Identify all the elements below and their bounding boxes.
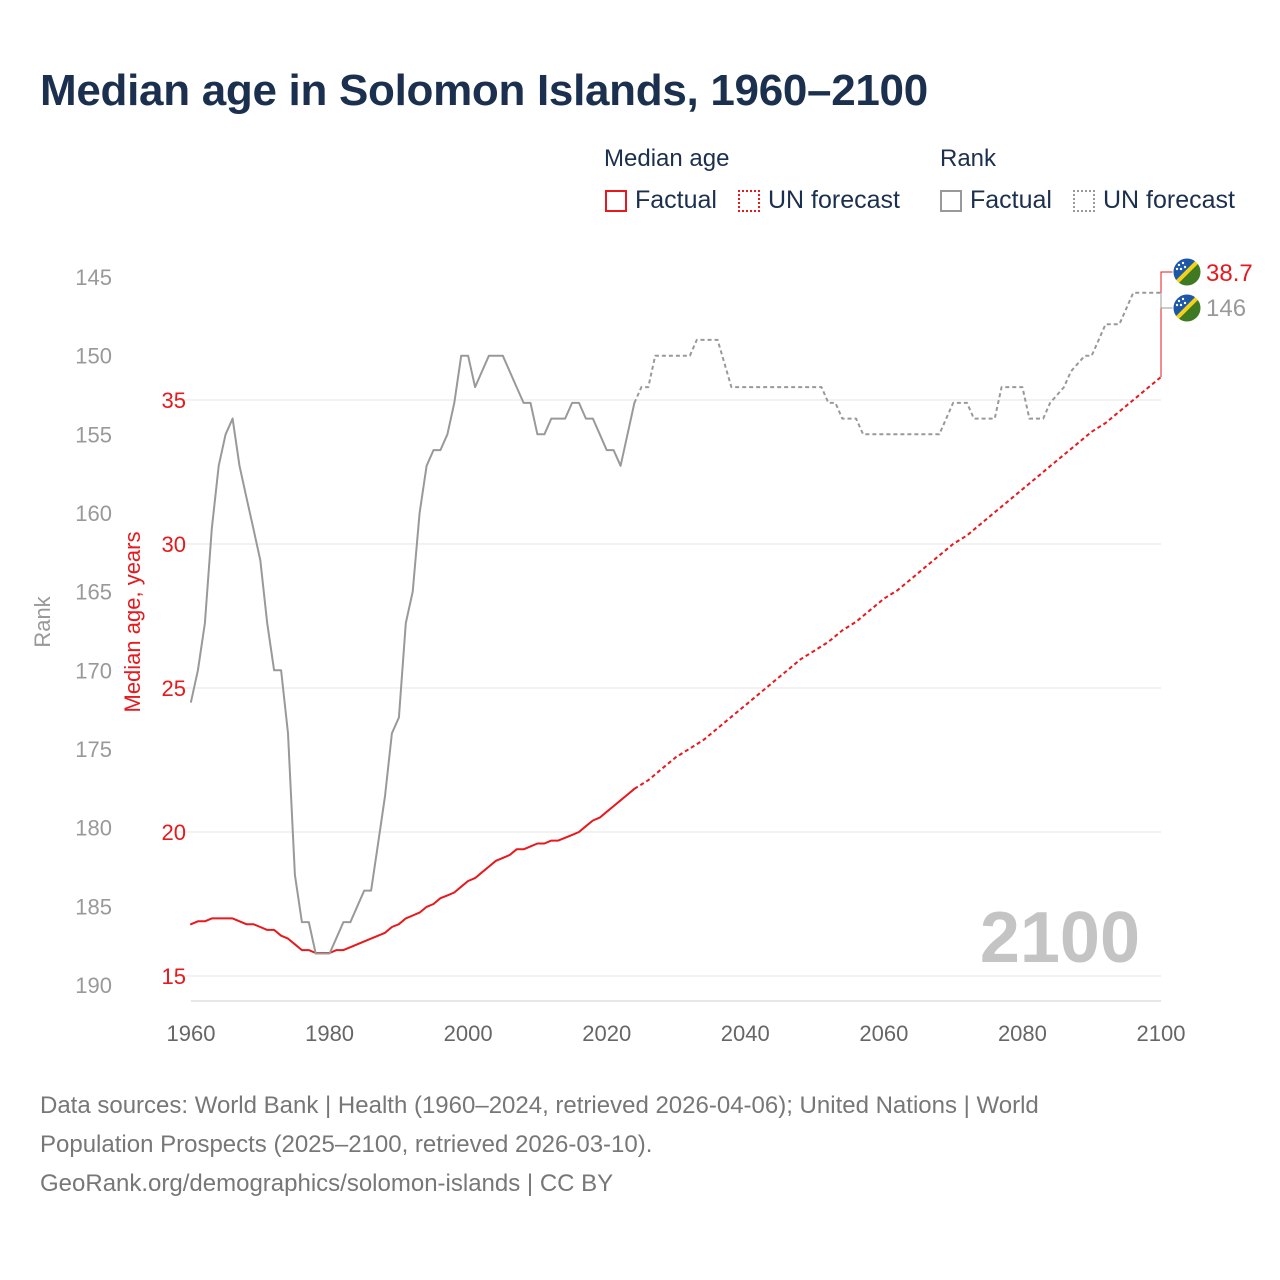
legend-swatch-rank-factual	[940, 189, 962, 212]
x-tick-label: 2060	[859, 1021, 908, 1046]
chart-area: 15 20 25 30 35 145 150 155 160 165 170 175 180 185 190…	[30, 257, 1253, 1046]
rank-tick-label: 170	[75, 658, 112, 683]
legend-swatch-rank-forecast	[1073, 189, 1095, 212]
x-tick-label: 2100	[1137, 1021, 1186, 1046]
legend-label-median-factual: Factual	[635, 186, 717, 214]
legend-item-rank-factual[interactable]: Factual	[940, 186, 1052, 215]
rank-end-connector	[1160, 292, 1173, 309]
rank-tick-label: 185	[75, 894, 112, 919]
rank-tick-label: 165	[75, 580, 112, 605]
median-tick-label: 30	[162, 532, 186, 557]
footer-sources-line-1: Data sources: World Bank | Health (1960–…	[40, 1092, 1039, 1119]
chart-title: Median age in Solomon Islands, 1960–2100	[40, 66, 928, 115]
rank-tick-label: 160	[75, 501, 112, 526]
median-end-value: 38.7	[1206, 260, 1253, 287]
rank-tick-label: 155	[75, 422, 112, 447]
footer-link[interactable]: GeoRank.org/demographics/solomon-islands…	[40, 1170, 614, 1197]
x-tick-label: 1960	[167, 1021, 216, 1046]
median-tick-label: 35	[162, 388, 186, 413]
median-tick-label: 25	[162, 676, 186, 701]
rank-tick-label: 175	[75, 737, 112, 762]
x-tick-label: 1980	[305, 1021, 354, 1046]
legend-item-median-forecast[interactable]: UN forecast	[738, 186, 900, 215]
rank-forecast-line	[633, 291, 1161, 436]
x-tick-label: 2080	[998, 1021, 1047, 1046]
footer: Data sources: World Bank | Health (1960–…	[40, 1086, 1240, 1203]
solomon-islands-flag-icon	[1172, 257, 1202, 287]
rank-factual-line	[190, 354, 636, 955]
median-age-factual-line	[190, 787, 636, 954]
rank-axis-label: Rank	[30, 595, 55, 647]
rank-end-value: 146	[1206, 295, 1246, 322]
rank-tick-label: 190	[75, 973, 112, 998]
legend-item-median-factual[interactable]: Factual	[605, 186, 717, 215]
median-axis-label: Median age, years	[120, 532, 145, 713]
median-end-connector	[1160, 271, 1173, 377]
legend-swatch-median-forecast	[738, 189, 760, 212]
rank-tick-label: 150	[75, 344, 112, 369]
x-tick-label: 2020	[582, 1021, 631, 1046]
x-tick-label: 2000	[444, 1021, 493, 1046]
median-tick-label: 15	[162, 964, 186, 989]
median-tick-label: 20	[162, 820, 186, 845]
legend-heading-median-age: Median age	[604, 145, 730, 172]
legend-swatch-median-factual	[605, 189, 627, 212]
legend-heading-rank: Rank	[940, 145, 997, 172]
year-watermark: 2100	[980, 898, 1140, 978]
solomon-islands-flag-icon-rank	[1172, 293, 1202, 323]
legend-item-rank-forecast[interactable]: UN forecast	[1073, 186, 1235, 215]
legend-label-rank-forecast: UN forecast	[1103, 186, 1235, 214]
median-age-forecast-line	[633, 376, 1162, 790]
footer-sources-line-2: Population Prospects (2025–2100, retriev…	[40, 1131, 653, 1158]
x-tick-label: 2040	[721, 1021, 770, 1046]
rank-tick-label: 180	[75, 816, 112, 841]
legend-label-rank-factual: Factual	[970, 186, 1052, 214]
rank-tick-label: 145	[75, 265, 112, 290]
legend-label-median-forecast: UN forecast	[768, 186, 900, 214]
